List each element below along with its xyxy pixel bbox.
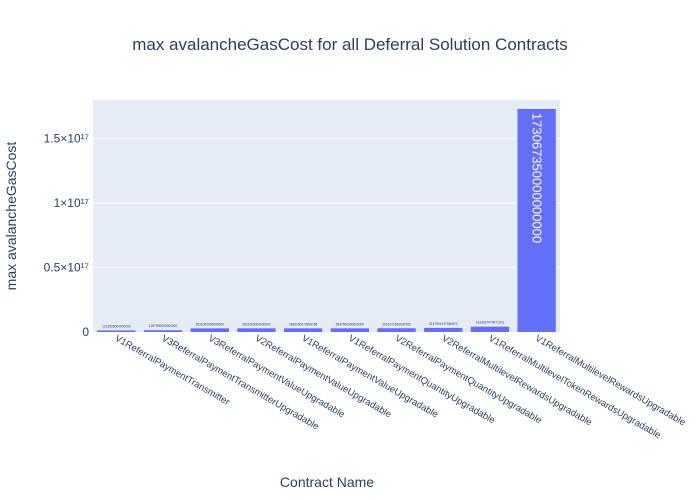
bar-data-label: 2901071650640785 bbox=[382, 322, 411, 326]
bar bbox=[143, 330, 183, 332]
bar bbox=[190, 328, 229, 332]
bars bbox=[97, 108, 556, 332]
y-tick-label: 0 bbox=[82, 325, 89, 339]
bar-data-label: 2847500000000000 bbox=[336, 322, 365, 326]
bar-data-label: 3147904747980879 bbox=[429, 322, 458, 326]
y-tick-label: 1×10¹⁷ bbox=[54, 196, 89, 210]
bar bbox=[97, 330, 136, 332]
bar-data-label: 2831050000000000 bbox=[196, 322, 225, 326]
bar-data-label: 4133327479071201 bbox=[476, 321, 505, 325]
bar-data-labels: 1213925000000000 1397900000000000 28310500… bbox=[102, 113, 544, 328]
bar bbox=[284, 328, 323, 332]
y-axis-ticks: 0 0.5×10¹⁷ 1×10¹⁷ 1.5×10¹⁷ bbox=[44, 132, 90, 339]
plot-area bbox=[93, 100, 560, 332]
bar-data-label: 2831000000000000 bbox=[242, 322, 271, 326]
x-axis-title: Contract Name bbox=[280, 474, 374, 490]
bar bbox=[424, 327, 463, 332]
chart-title: max avalancheGasCost for all Deferral So… bbox=[132, 35, 568, 54]
y-tick-label: 1.5×10¹⁷ bbox=[44, 132, 89, 146]
grid-lines bbox=[93, 138, 560, 269]
bar-data-label: 2828250273996786 bbox=[289, 322, 318, 326]
y-tick-label: 0.5×10¹⁷ bbox=[44, 261, 89, 275]
bar bbox=[237, 328, 276, 332]
bar-data-label: 173067350000000000 bbox=[530, 113, 545, 243]
y-axis-title: max avalancheGasCost bbox=[3, 142, 19, 291]
bar bbox=[330, 328, 369, 332]
x-tick-label: V1ReferralMultilevelTokenRewardsUpgradab… bbox=[486, 333, 662, 441]
x-axis-ticks: V1ReferralPaymentTransmitterV3ReferralPa… bbox=[113, 333, 687, 441]
bar bbox=[470, 326, 510, 332]
bar-data-label: 1213925000000000 bbox=[102, 324, 131, 328]
bar-data-label: 1397900000000000 bbox=[149, 324, 178, 328]
bar bbox=[377, 328, 416, 332]
bar bbox=[517, 108, 556, 332]
